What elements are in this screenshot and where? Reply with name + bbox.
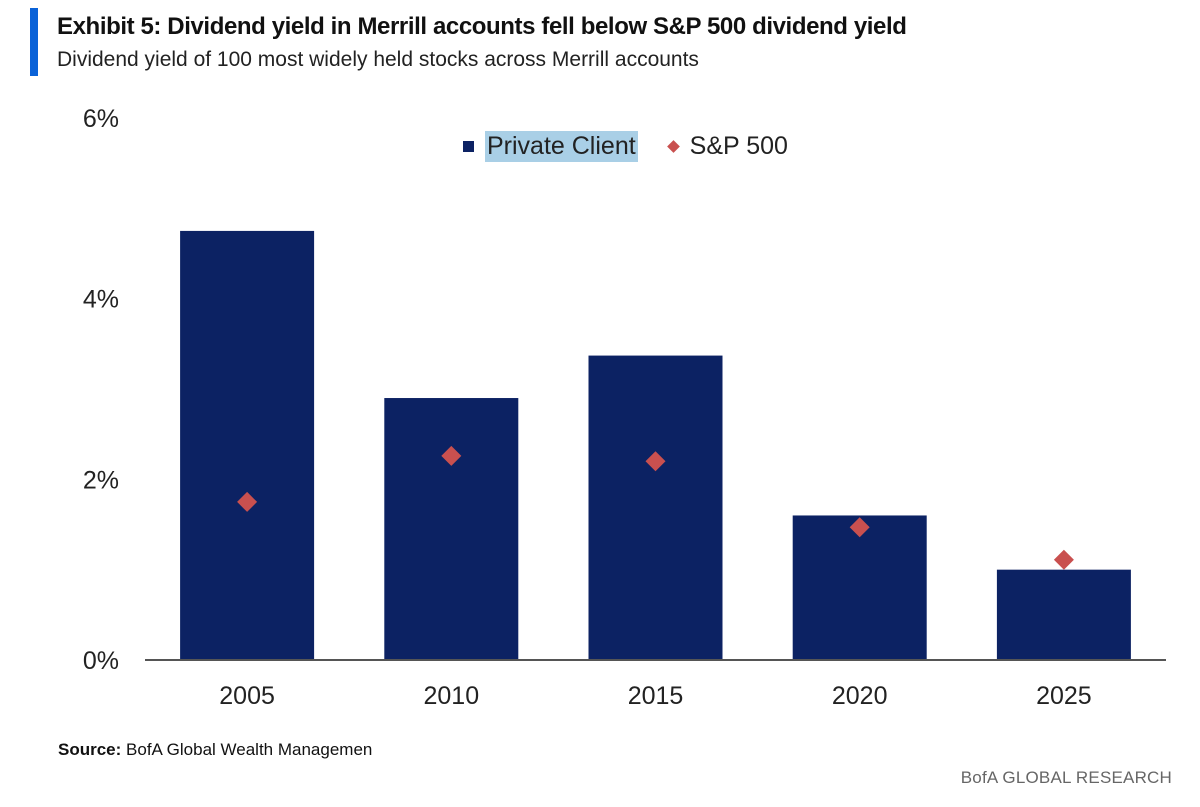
- x-tick-label: 2005: [219, 682, 275, 710]
- source-note: Source: BofA Global Wealth Managemen: [58, 740, 372, 760]
- title-accent-bar: [30, 8, 38, 76]
- y-tick-label: 0%: [83, 647, 119, 675]
- y-tick-label: 4%: [83, 286, 119, 314]
- source-text: BofA Global Wealth Managemen: [121, 740, 373, 759]
- legend-label-private-client: Private Client: [485, 130, 638, 162]
- x-tick-label: 2020: [832, 682, 888, 710]
- marker-sp500: [645, 451, 666, 472]
- x-tick-label: 2010: [423, 682, 479, 710]
- y-tick-label: 2%: [83, 466, 119, 494]
- x-tick-label: 2025: [1036, 682, 1092, 710]
- chart-legend: Private Client S&P 500: [463, 129, 788, 163]
- bar-private-client: [588, 355, 723, 660]
- bar-private-client: [384, 398, 519, 660]
- bar-private-client: [792, 515, 927, 660]
- bar-private-client: [996, 569, 1131, 660]
- legend-label-sp500: S&P 500: [689, 131, 788, 160]
- x-tick-label: 2015: [628, 682, 684, 710]
- legend-diamond-swatch: [666, 139, 680, 153]
- chart-title: Exhibit 5: Dividend yield in Merrill acc…: [57, 13, 907, 40]
- marker-sp500: [441, 445, 462, 466]
- source-label: Source:: [58, 740, 122, 759]
- brand-footer: BofA GLOBAL RESEARCH: [960, 768, 1172, 787]
- y-tick-label: 6%: [83, 105, 119, 133]
- legend-bar-swatch: [463, 140, 474, 152]
- marker-sp500: [849, 517, 870, 538]
- bar-private-client: [180, 230, 315, 660]
- marker-sp500: [1053, 549, 1074, 570]
- chart-subtitle: Dividend yield of 100 most widely held s…: [57, 48, 699, 71]
- marker-sp500: [237, 491, 258, 512]
